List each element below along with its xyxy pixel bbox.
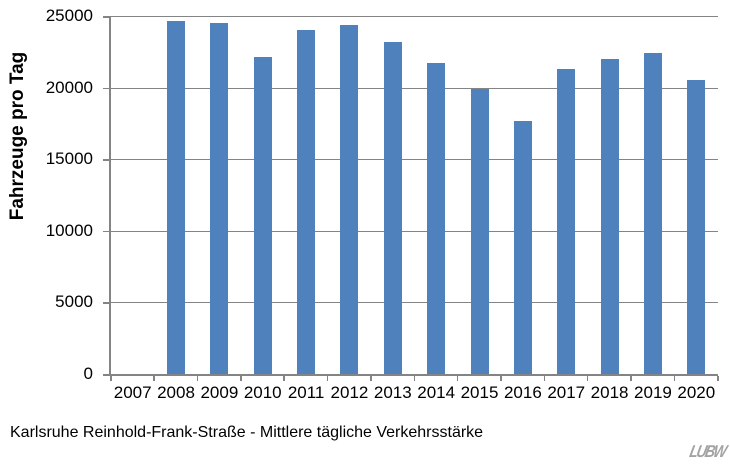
bar-2020 [687, 80, 706, 374]
x-axis-tick [543, 376, 546, 381]
x-axis-tick-label: 2009 [200, 383, 239, 402]
bar-2019 [643, 53, 662, 374]
x-axis-tick-label: 2011 [287, 383, 325, 402]
bar-2016 [513, 121, 532, 374]
bar-2010 [253, 56, 272, 374]
x-axis-tick [370, 376, 372, 381]
gridline [111, 16, 718, 17]
gridline [111, 87, 718, 89]
y-axis-tick [103, 374, 110, 376]
x-axis-tick [283, 376, 285, 381]
chart-caption: Karlsruhe Reinhold-Frank-Straße - Mittle… [10, 424, 484, 441]
y-axis-tick [103, 16, 110, 18]
bar-2013 [383, 41, 402, 374]
x-axis-tick-label: 2014 [417, 383, 456, 402]
bar-2018 [600, 58, 619, 374]
y-axis-tick [103, 159, 110, 161]
y-axis-tick-label: 15000 [45, 149, 93, 169]
x-axis-tick [673, 376, 676, 381]
x-axis-tick [326, 376, 329, 381]
x-axis-tick-label: 2013 [373, 383, 412, 402]
y-axis-tick-label: 10000 [45, 220, 93, 240]
y-axis-tick-label: 25000 [45, 6, 93, 25]
x-axis-tick-label: 2012 [330, 383, 369, 402]
gridline [111, 159, 718, 161]
x-axis-tick [196, 376, 199, 381]
y-axis-tick-label: 20000 [45, 77, 93, 97]
x-axis-tick [240, 376, 242, 381]
x-axis-tick [153, 376, 155, 381]
x-axis-tick [630, 376, 632, 381]
x-axis-tick-label: 2010 [243, 383, 282, 402]
x-axis-tick [586, 376, 589, 381]
bar-2014 [427, 63, 446, 374]
y-axis-title: Fahrzeuge pro Tag [7, 51, 28, 221]
bar-2011 [297, 30, 316, 374]
x-axis-tick-label: 2007 [113, 383, 152, 402]
x-axis-tick [110, 376, 112, 381]
x-axis-tick-label: 2008 [157, 383, 195, 402]
x-axis-tick [500, 376, 502, 381]
y-axis-tick [103, 302, 110, 304]
x-axis-tick [413, 376, 415, 381]
bar-2015 [470, 89, 489, 374]
bar-2009 [210, 23, 229, 374]
x-axis-tick-label: 2018 [590, 383, 629, 402]
bar-2008 [167, 21, 186, 374]
lubw-logo: LUBW [687, 442, 728, 461]
gridline [111, 302, 718, 304]
y-axis-tick [103, 230, 110, 233]
x-axis-tick [456, 376, 459, 381]
gridline [111, 230, 718, 232]
x-axis-tick-label: 2016 [503, 383, 542, 402]
y-axis-tick-label: 0 [83, 364, 93, 383]
bar-2017 [557, 68, 576, 374]
x-axis-tick-label: 2017 [547, 383, 586, 402]
y-axis-tick-label: 5000 [55, 292, 93, 312]
bar-2012 [340, 24, 359, 374]
x-axis-tick-label: 2015 [460, 383, 499, 402]
y-axis-tick [103, 87, 110, 90]
x-axis-tick [717, 376, 719, 381]
x-axis-tick-label: 2019 [634, 383, 672, 402]
x-axis-tick-label: 2020 [677, 383, 716, 402]
plot-area [109, 16, 718, 376]
